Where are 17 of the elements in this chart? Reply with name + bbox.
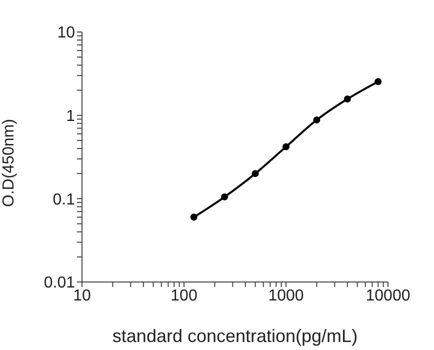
point [221, 193, 228, 200]
y-axis-title: O.D(450nm) [0, 118, 18, 207]
x-tick-label: 100 [170, 287, 198, 304]
y-tick-label: 0.01 [44, 274, 76, 292]
y-tick-label: 10 [57, 24, 76, 42]
x-axis-title: standard concentration(pg/mL) [112, 326, 358, 346]
point [190, 214, 198, 221]
point [374, 78, 382, 86]
point [344, 96, 351, 103]
x-tick-label: 10 [73, 287, 91, 304]
point [282, 143, 290, 150]
point [313, 116, 320, 124]
point [252, 170, 259, 178]
x-tick-label: 10000 [366, 287, 410, 304]
y-tick-label: 1 [66, 108, 76, 126]
x-tick-label: 1000 [268, 287, 304, 304]
y-tick-label: 0.1 [52, 191, 76, 208]
